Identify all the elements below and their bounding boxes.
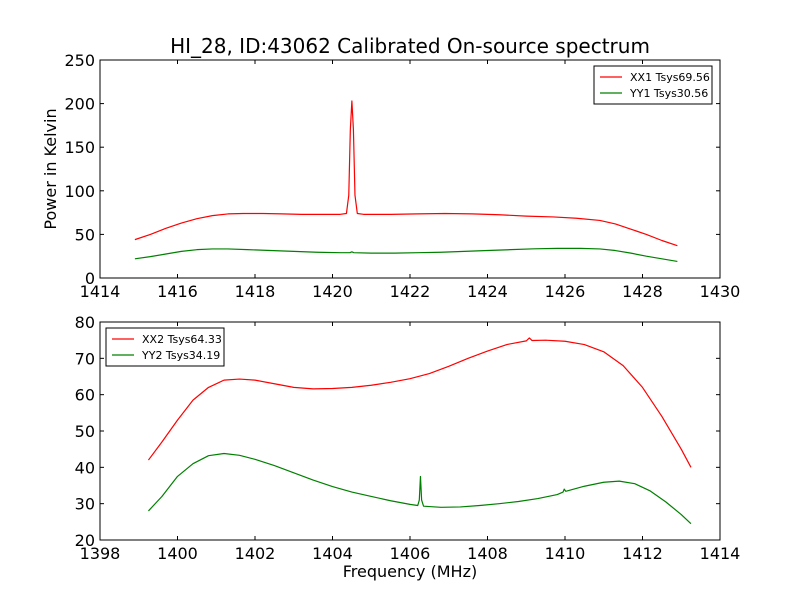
x-tick-label: 1414 <box>700 544 741 563</box>
x-tick-label: 1414 <box>80 282 121 301</box>
series-line-1 <box>134 100 678 247</box>
x-tick-label: 1412 <box>622 544 663 563</box>
y-tick-label: 0 <box>85 269 95 288</box>
legend-label-1: XX1 Tsys69.56 <box>630 71 710 84</box>
y-tick-label: 20 <box>75 531 95 550</box>
top-y-axis-label: Power in Kelvin <box>41 108 60 229</box>
y-tick-label: 50 <box>75 422 95 441</box>
x-tick-label: 1424 <box>467 282 508 301</box>
y-tick-label: 80 <box>75 313 95 332</box>
legend-box <box>105 327 225 367</box>
x-tick-label: 1402 <box>235 544 276 563</box>
series-line-2 <box>148 452 692 525</box>
y-tick-label: 150 <box>64 138 95 157</box>
bottom-x-axis-label: Frequency (MHz) <box>343 562 477 581</box>
y-tick-label: 100 <box>64 182 95 201</box>
x-tick-label: 1430 <box>700 282 741 301</box>
y-tick-label: 50 <box>75 225 95 244</box>
x-tick-label: 1398 <box>80 544 121 563</box>
y-tick-label: 250 <box>64 51 95 70</box>
x-tick-label: 1410 <box>545 544 586 563</box>
y-tick-label: 60 <box>75 386 95 405</box>
legend-label-2: YY1 Tsys30.56 <box>629 87 708 100</box>
y-tick-label: 30 <box>75 495 95 514</box>
x-tick-label: 1422 <box>390 282 431 301</box>
x-tick-label: 1426 <box>545 282 586 301</box>
x-tick-label: 1404 <box>312 544 353 563</box>
y-tick-label: 70 <box>75 349 95 368</box>
x-tick-label: 1416 <box>157 282 198 301</box>
x-tick-label: 1406 <box>390 544 431 563</box>
legend-box <box>593 65 713 105</box>
x-tick-label: 1408 <box>467 544 508 563</box>
y-tick-label: 200 <box>64 95 95 114</box>
x-tick-label: 1420 <box>312 282 353 301</box>
legend-label-1: XX2 Tsys64.33 <box>142 333 222 346</box>
y-tick-label: 40 <box>75 458 95 477</box>
bottom-spectrum-panel: 1398 1400 1402 1404 1406 1408 1410 1412 1414 20 30… <box>75 313 741 581</box>
x-tick-label: 1418 <box>235 282 276 301</box>
top-spectrum-panel: 1414 1416 1418 1420 1422 1424 1426 1428 1430 0 50 1… <box>41 51 740 301</box>
series-line-1 <box>147 337 692 468</box>
figure-title: HI_28, ID:43062 Calibrated On-source spe… <box>170 34 650 58</box>
series-line-2 <box>134 247 678 263</box>
x-tick-label: 1400 <box>157 544 198 563</box>
legend-label-2: YY2 Tsys34.19 <box>141 349 220 362</box>
x-tick-label: 1428 <box>622 282 663 301</box>
